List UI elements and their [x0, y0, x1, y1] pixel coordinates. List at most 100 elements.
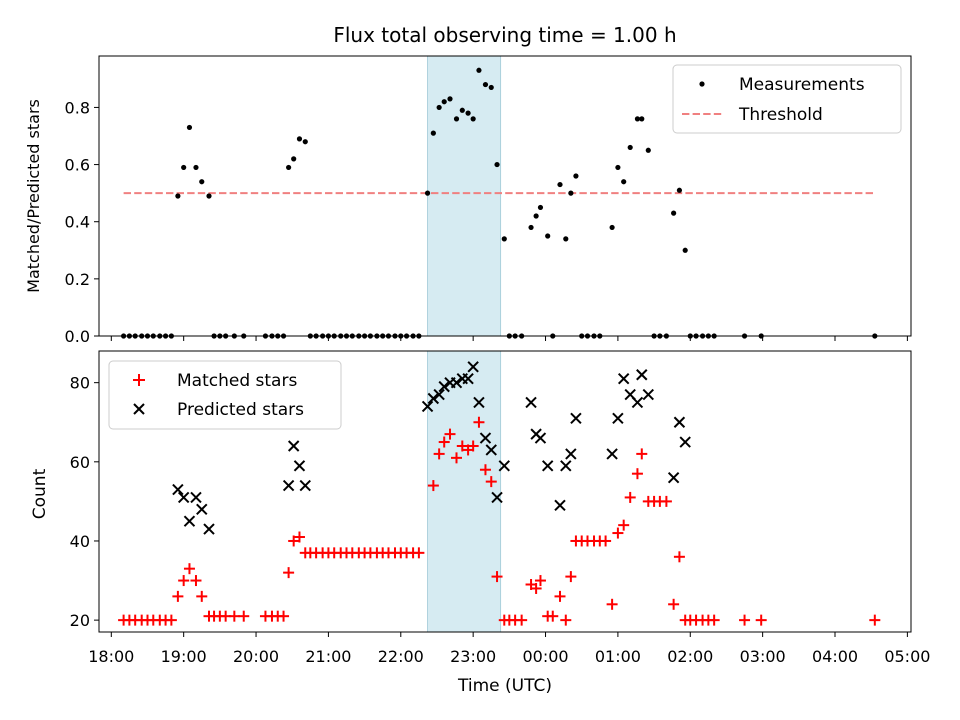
predicted-star-point — [467, 361, 479, 373]
measurement-point — [501, 236, 507, 242]
matched-star-point — [238, 610, 250, 622]
x-tick-label: 00:00 — [522, 647, 568, 666]
matched-star-point — [479, 464, 491, 476]
top-y-ticks: 0.0 0.2 0.4 0.6 0.8 — [65, 98, 99, 346]
bottom-y-axis-label: Count — [30, 468, 50, 519]
measurement-point — [639, 116, 645, 122]
measurement-point — [615, 164, 621, 171]
bottom-y-tick-label: 60 — [70, 453, 90, 472]
predicted-star-point — [565, 448, 577, 460]
measurement-point — [199, 179, 205, 185]
bottom-axes: 20 40 60 80 18:00 19:00 20:00 21:00 22:00 23:00 0… — [30, 350, 930, 696]
matched-star-point — [600, 535, 612, 547]
predicted-star-point — [450, 376, 463, 389]
x-tick-label: 02:00 — [667, 647, 713, 666]
predicted-star-point — [427, 392, 440, 405]
measurement-point — [470, 116, 476, 122]
matched-star-point — [668, 598, 680, 610]
matched-star-point — [624, 491, 636, 503]
top-y-tick-label: 0.0 — [65, 327, 90, 346]
matched-star-point — [473, 416, 485, 428]
matched-star-point — [444, 428, 456, 440]
matched-star-point — [283, 567, 295, 579]
predicted-star-point — [190, 491, 202, 504]
predicted-star-point — [560, 460, 572, 472]
predicted-star-point — [479, 432, 492, 444]
matched-star-point — [554, 590, 566, 602]
measurement-point — [476, 67, 482, 73]
measurement-point — [494, 161, 500, 168]
matched-star-point — [534, 575, 546, 587]
measurement-point — [302, 139, 308, 145]
top-y-tick-label: 0.2 — [65, 270, 90, 289]
predicted-star-point — [473, 396, 485, 409]
predicted-star-point — [433, 388, 445, 401]
measurements-legend-marker — [699, 81, 705, 87]
predicted-star-point — [554, 499, 566, 512]
matched-star-point — [565, 571, 577, 583]
measurement-point — [193, 164, 199, 171]
matched-star-point — [631, 468, 643, 480]
predicted-star-point — [491, 491, 503, 504]
matched-star-point — [467, 440, 479, 452]
predicted-star-point — [525, 396, 537, 409]
measurement-point — [296, 136, 303, 142]
matched-star-point — [869, 614, 881, 626]
predicted-star-point — [606, 448, 618, 460]
bottom-highlight-span — [427, 350, 502, 633]
top-highlight-span — [427, 55, 502, 337]
top-y-axis-label: Matched/Predicted stars — [24, 99, 43, 293]
matched-star-point — [456, 440, 468, 452]
measurement-point — [563, 236, 569, 242]
matched-star-point — [636, 448, 648, 460]
x-tick-label: 18:00 — [88, 647, 134, 666]
measurement-point — [186, 124, 193, 131]
bottom-legend-box — [108, 360, 342, 430]
top-x-ticks — [110, 336, 908, 341]
matched-star-point — [190, 575, 202, 587]
matched-legend-marker — [133, 374, 145, 386]
top-y-tick-label: 0.8 — [65, 98, 90, 117]
matched-star-point — [530, 582, 542, 594]
predicted-star-point — [534, 432, 547, 444]
x-tick-label: 21:00 — [305, 647, 351, 666]
measurement-point — [682, 247, 688, 253]
predicted-star-point — [673, 416, 686, 428]
matched-star-point — [708, 614, 720, 626]
predicted-star-point — [421, 400, 434, 413]
measurement-point — [465, 110, 471, 116]
matched-star-point — [278, 610, 290, 622]
bottom-y-ticks: 20 40 60 80 — [70, 374, 99, 630]
measurement-point — [609, 224, 615, 231]
matched-star-point — [178, 575, 190, 587]
matched-star-point — [755, 614, 767, 626]
measurement-points — [121, 67, 878, 339]
matched-star-point — [516, 614, 528, 626]
matched-star-point — [293, 531, 305, 543]
measurement-point — [206, 193, 212, 199]
measurement-point — [441, 99, 447, 105]
predicted-star-point — [282, 479, 295, 492]
measurement-point — [482, 81, 489, 88]
measurement-point — [291, 156, 297, 162]
predicted-star-point — [438, 380, 450, 393]
measurement-point — [634, 116, 641, 122]
bottom-y-tick-label: 20 — [70, 611, 90, 630]
x-tick-label: 22:00 — [378, 647, 424, 666]
legend-matched-label: Matched stars — [177, 371, 297, 391]
matched-star-point — [438, 436, 450, 448]
measurement-point — [430, 130, 436, 136]
bottom-axes-frame — [98, 350, 912, 633]
matched-star-point — [491, 571, 503, 583]
predicted-legend-marker — [133, 403, 145, 415]
predicted-star-point — [636, 369, 648, 381]
matched-star-point — [228, 610, 240, 622]
measurement-point — [459, 107, 465, 113]
measurement-point — [557, 181, 563, 188]
x-axis-label: Time (UTC) — [457, 676, 552, 696]
predicted-star-point — [177, 491, 190, 504]
matched-star-point — [451, 452, 463, 464]
bottom-legend: Matched stars Predicted stars — [108, 360, 342, 430]
bottom-y-tick-label: 40 — [70, 532, 90, 551]
